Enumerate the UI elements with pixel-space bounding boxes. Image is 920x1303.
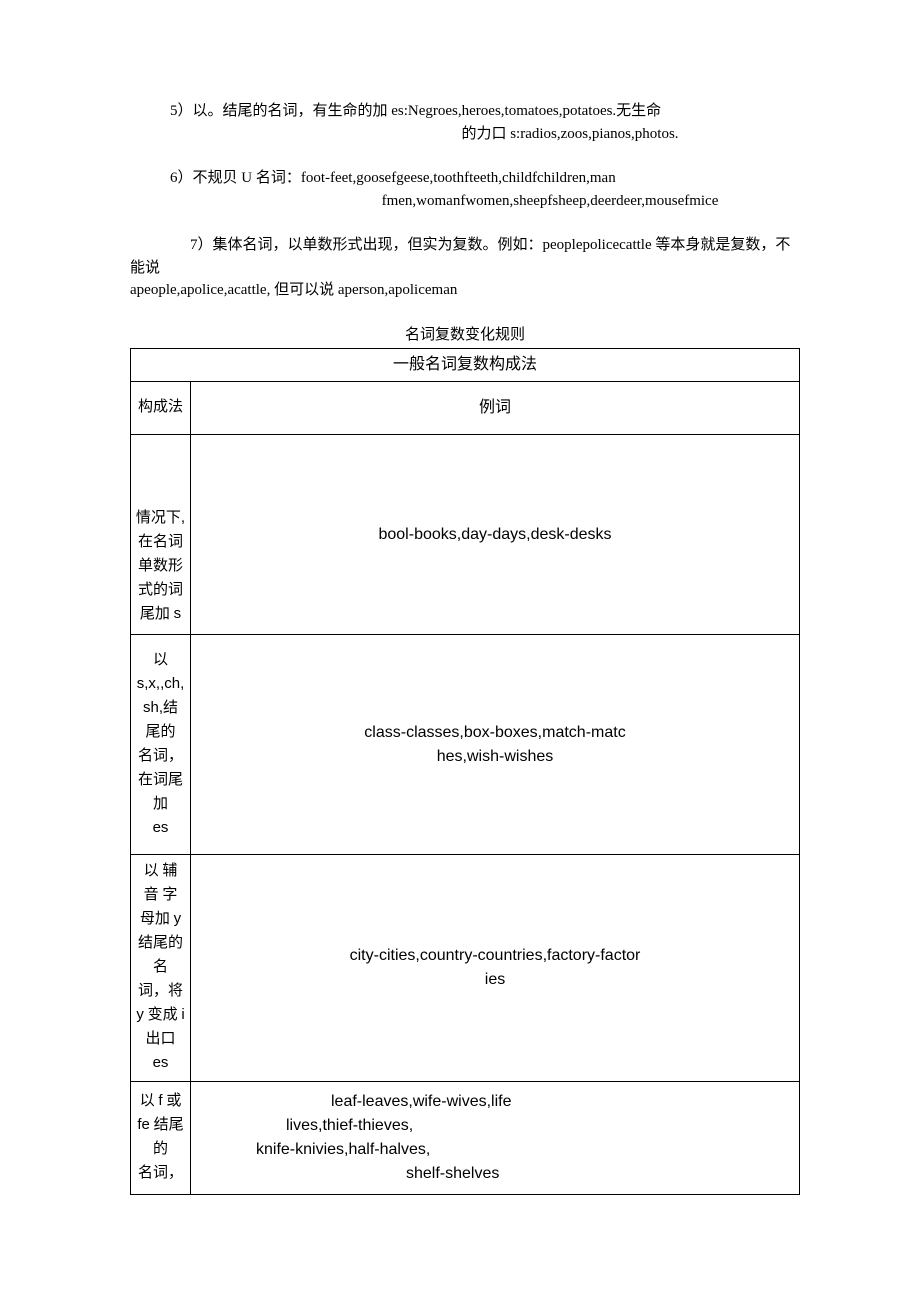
table-row: 情况下,在名词单数形式的词尾加 s bool-books,day-days,de… bbox=[131, 435, 800, 635]
rule-cell: 以s,x,,ch,sh,结尾的名词，在词尾加es bbox=[131, 635, 191, 855]
table-title-row: 一般名词复数构成法 bbox=[131, 349, 800, 382]
table-row: 以s,x,,ch,sh,结尾的名词，在词尾加es class-classes,b… bbox=[131, 635, 800, 855]
header-rule: 构成法 bbox=[131, 382, 191, 435]
para6-line2: fmen,womanfwomen,sheepfsheep,deerdeer,mo… bbox=[130, 190, 800, 213]
table-row: 以 辅音 字母加 y结尾的名词，将y 变成 i出口es city-cities,… bbox=[131, 855, 800, 1082]
plural-rules-table: 一般名词复数构成法 构成法 例词 情况下,在名词单数形式的词尾加 s bool-… bbox=[130, 348, 800, 1195]
paragraph-7: 7）集体名词，以单数形式出现，但实为复数。例如：peoplepolicecatt… bbox=[130, 234, 800, 302]
rule-cell: 情况下,在名词单数形式的词尾加 s bbox=[131, 435, 191, 635]
para6-line1: 6）不规贝 U 名词：foot-feet,goosefgeese,toothft… bbox=[130, 167, 800, 190]
table-caption: 名词复数变化规则 bbox=[130, 324, 800, 347]
table-title: 一般名词复数构成法 bbox=[131, 349, 800, 382]
para5-line1: 5）以。结尾的名词，有生命的加 es:Negroes,heroes,tomato… bbox=[130, 100, 800, 123]
example-cell: city-cities,country-countries,factory-fa… bbox=[191, 855, 800, 1082]
header-example: 例词 bbox=[191, 382, 800, 435]
example-cell: bool-books,day-days,desk-desks bbox=[191, 435, 800, 635]
rule-cell: 以 辅音 字母加 y结尾的名词，将y 变成 i出口es bbox=[131, 855, 191, 1082]
para7-line2: apeople,apolice,acattle, 但可以说 aperson,ap… bbox=[130, 279, 800, 302]
para5-line2: 的力口 s:radios,zoos,pianos,photos. bbox=[130, 123, 800, 146]
rule-cell: 以 f 或fe 结尾的名词， bbox=[131, 1082, 191, 1195]
paragraph-5: 5）以。结尾的名词，有生命的加 es:Negroes,heroes,tomato… bbox=[130, 100, 800, 145]
table-header-row: 构成法 例词 bbox=[131, 382, 800, 435]
table-row: 以 f 或fe 结尾的名词， leaf-leaves,wife-wives,li… bbox=[131, 1082, 800, 1195]
example-cell: class-classes,box-boxes,match-matc hes,w… bbox=[191, 635, 800, 855]
para7-line1: 7）集体名词，以单数形式出现，但实为复数。例如：peoplepolicecatt… bbox=[130, 234, 800, 279]
example-cell: leaf-leaves,wife-wives,life lives,thief-… bbox=[191, 1082, 800, 1195]
paragraph-6: 6）不规贝 U 名词：foot-feet,goosefgeese,toothft… bbox=[130, 167, 800, 212]
